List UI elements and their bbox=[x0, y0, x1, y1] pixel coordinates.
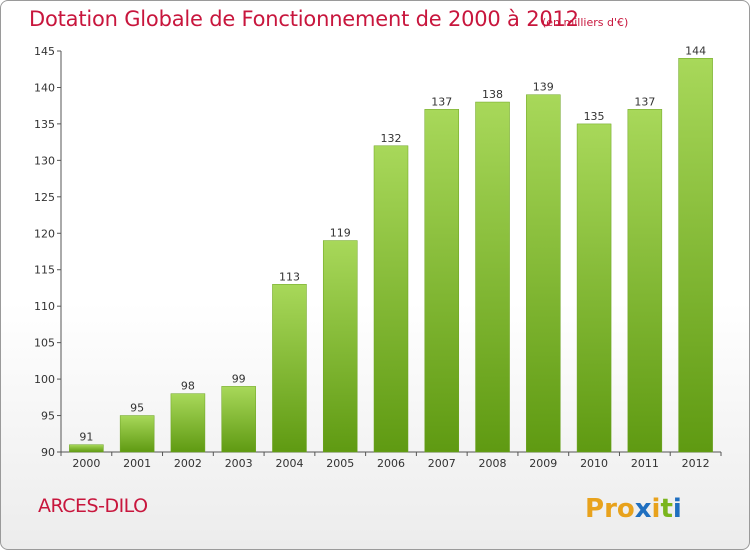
bar-2003 bbox=[221, 386, 256, 453]
y-tick-label: 90 bbox=[41, 446, 55, 459]
y-tick-label: 125 bbox=[34, 191, 55, 204]
chart-bars bbox=[69, 58, 713, 453]
x-tick-label: 2004 bbox=[275, 457, 303, 470]
y-tick-label: 145 bbox=[34, 45, 55, 58]
bar-2006 bbox=[373, 145, 409, 453]
bar-2007 bbox=[424, 109, 460, 453]
bar-2002 bbox=[170, 393, 206, 453]
data-label-2008: 138 bbox=[482, 88, 503, 101]
bar-2000 bbox=[69, 444, 104, 453]
x-tick-label: 2001 bbox=[123, 457, 151, 470]
y-tick-label: 115 bbox=[34, 264, 55, 277]
x-tick-label: 2009 bbox=[529, 457, 557, 470]
x-tick-label: 2010 bbox=[580, 457, 608, 470]
chart-title: Dotation Globale de Fonctionnement de 20… bbox=[29, 7, 579, 31]
x-tick-label: 2006 bbox=[377, 457, 405, 470]
x-tick-label: 2005 bbox=[326, 457, 354, 470]
x-tick-label: 2002 bbox=[174, 457, 202, 470]
svg-text:Proxiti: Proxiti bbox=[585, 494, 682, 524]
data-label-2011: 137 bbox=[634, 95, 655, 108]
data-label-2002: 98 bbox=[181, 380, 195, 393]
data-label-2000: 91 bbox=[79, 431, 93, 444]
data-label-2010: 135 bbox=[584, 110, 605, 123]
bar-2005 bbox=[322, 240, 358, 453]
chart-unit-note: (en milliers d'€) bbox=[542, 16, 629, 29]
data-label-2007: 137 bbox=[431, 95, 452, 108]
chart-axes: 90 95 100 105 110 115 120 125 130 135 140 145 2000 20… bbox=[34, 45, 722, 470]
y-tick-label: 110 bbox=[34, 300, 55, 313]
x-tick-label: 2000 bbox=[72, 457, 100, 470]
y-tick-label: 120 bbox=[34, 227, 55, 240]
x-tick-label: 2011 bbox=[631, 457, 659, 470]
data-label-2006: 132 bbox=[381, 132, 402, 145]
data-label-2009: 139 bbox=[533, 81, 554, 94]
bar-2011 bbox=[627, 109, 663, 453]
data-label-2012: 144 bbox=[685, 44, 706, 57]
x-tick-label: 2012 bbox=[682, 457, 710, 470]
data-label-2005: 119 bbox=[330, 227, 351, 240]
data-label-2001: 95 bbox=[130, 402, 144, 415]
chart-data-labels: 91 95 98 99 113 119 132 137 138 139 135 137 144 bbox=[79, 44, 706, 443]
bar-2010 bbox=[576, 123, 612, 453]
bar-2012 bbox=[678, 58, 713, 453]
y-tick-label: 95 bbox=[41, 410, 55, 423]
bar-2001 bbox=[119, 415, 155, 453]
x-tick-label: 2003 bbox=[225, 457, 253, 470]
x-tick-label: 2007 bbox=[428, 457, 456, 470]
y-tick-label: 100 bbox=[34, 373, 55, 386]
y-tick-label: 135 bbox=[34, 118, 55, 131]
proxiti-logo: Proxiti bbox=[585, 494, 682, 524]
bar-2009 bbox=[526, 94, 561, 453]
data-label-2004: 113 bbox=[279, 270, 300, 283]
y-tick-label: 140 bbox=[34, 81, 55, 94]
data-label-2003: 99 bbox=[232, 372, 246, 385]
commune-name: ARCES-DILO bbox=[38, 495, 148, 517]
bar-2004 bbox=[272, 284, 307, 453]
y-tick-label: 105 bbox=[34, 337, 55, 350]
x-tick-label: 2008 bbox=[479, 457, 507, 470]
y-tick-label: 130 bbox=[34, 154, 55, 167]
bar-2008 bbox=[475, 101, 510, 453]
